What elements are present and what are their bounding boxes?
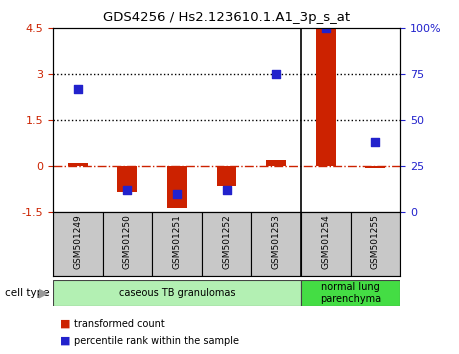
Bar xyxy=(266,160,285,166)
Bar xyxy=(202,212,251,276)
Point xyxy=(272,72,279,77)
Bar xyxy=(167,166,186,208)
Point xyxy=(123,188,131,193)
Text: ▶: ▶ xyxy=(39,286,48,299)
Bar xyxy=(300,212,350,276)
Title: GDS4256 / Hs2.123610.1.A1_3p_s_at: GDS4256 / Hs2.123610.1.A1_3p_s_at xyxy=(103,11,349,24)
Text: caseous TB granulomas: caseous TB granulomas xyxy=(118,288,235,298)
Bar xyxy=(102,212,152,276)
Text: GSM501255: GSM501255 xyxy=(370,214,379,269)
Bar xyxy=(251,212,300,276)
Bar xyxy=(315,28,335,166)
Bar xyxy=(53,280,300,306)
Text: GSM501249: GSM501249 xyxy=(73,214,82,269)
Bar xyxy=(300,280,399,306)
Point xyxy=(321,25,329,31)
Text: normal lung
parenchyma: normal lung parenchyma xyxy=(319,282,381,304)
Point xyxy=(173,191,180,197)
Text: transformed count: transformed count xyxy=(73,319,164,329)
Text: percentile rank within the sample: percentile rank within the sample xyxy=(73,336,238,346)
Text: GSM501254: GSM501254 xyxy=(320,214,330,269)
Text: GSM501253: GSM501253 xyxy=(271,214,280,269)
Text: GSM501252: GSM501252 xyxy=(222,214,230,269)
Text: ■: ■ xyxy=(60,336,70,346)
Bar xyxy=(152,212,202,276)
Bar xyxy=(117,166,137,193)
Text: GSM501251: GSM501251 xyxy=(172,214,181,269)
Bar xyxy=(53,212,102,276)
Bar xyxy=(350,212,399,276)
Point xyxy=(74,86,81,92)
Bar xyxy=(365,166,385,168)
Point xyxy=(223,188,230,193)
Text: ■: ■ xyxy=(60,319,70,329)
Text: cell type: cell type xyxy=(5,288,49,298)
Bar xyxy=(216,166,236,186)
Text: GSM501250: GSM501250 xyxy=(123,214,132,269)
Bar xyxy=(67,163,88,166)
Point xyxy=(371,139,378,145)
